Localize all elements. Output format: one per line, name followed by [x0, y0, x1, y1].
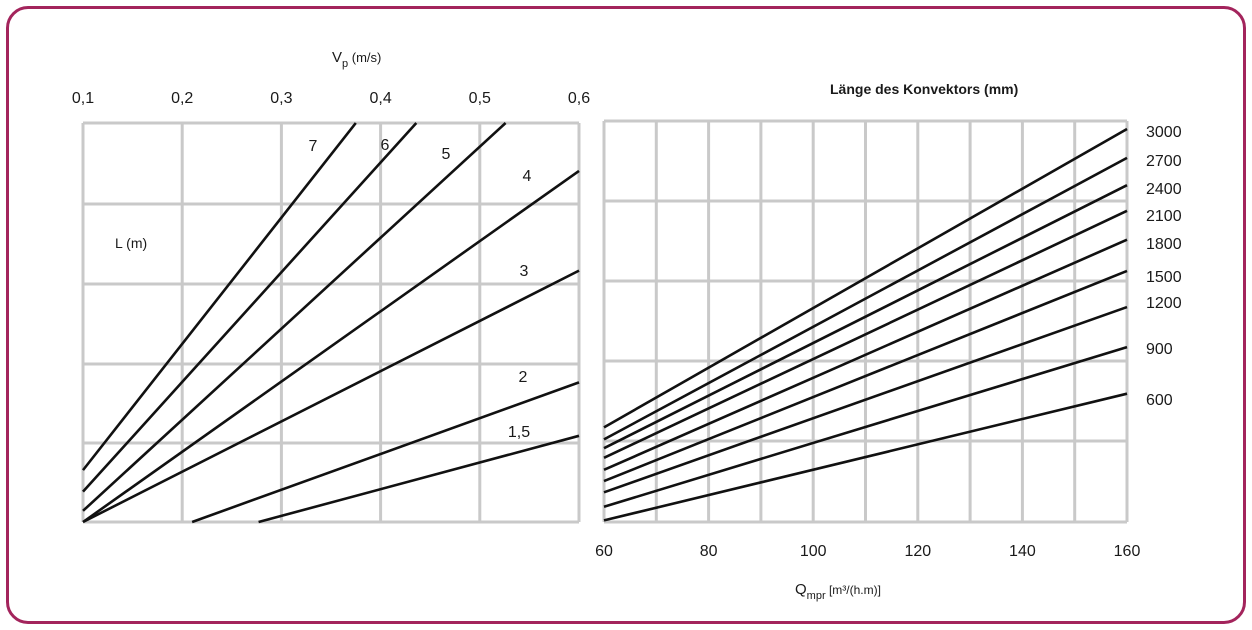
legend-label-3000: 3000 [1146, 124, 1182, 141]
series-line-4 [82, 169, 580, 524]
right-chart: Länge des Konvektors (mm) 60 80 100 120 140 1… [595, 81, 1182, 602]
series-label-5: 5 [442, 146, 451, 163]
right-x-axis-title: Qmpr [m³/(h.m)] [795, 581, 881, 602]
legend-label-900: 900 [1146, 341, 1173, 358]
axis-title-main: V [332, 49, 342, 66]
tick-label: 80 [700, 543, 718, 560]
right-series-lines [603, 127, 1128, 522]
series-line-3000 [603, 127, 1128, 429]
legend-label-1800: 1800 [1146, 236, 1182, 253]
tick-label: 60 [595, 543, 613, 560]
series-line-1800 [603, 238, 1128, 472]
tick-label: 0,5 [469, 90, 491, 107]
axis-title-sub: p [342, 58, 348, 70]
axis-title-unit: [m³/(h.m)] [826, 583, 881, 597]
series-label-1,5: 1,5 [508, 424, 530, 441]
legend-label-2700: 2700 [1146, 153, 1182, 170]
tick-label: 0,2 [171, 90, 193, 107]
series-label-4: 4 [523, 168, 532, 185]
tick-label: 0,4 [369, 90, 391, 107]
series-line-2700 [603, 156, 1128, 441]
right-chart-title: Länge des Konvektors (mm) [830, 81, 1018, 97]
axis-title-unit: (m/s) [348, 50, 381, 65]
series-label-3: 3 [520, 263, 529, 280]
tick-label: 120 [904, 543, 931, 560]
series-line-600 [603, 392, 1128, 522]
series-label-2: 2 [519, 369, 528, 386]
left-side-label: L (m) [115, 235, 147, 251]
series-label-6: 6 [381, 137, 390, 154]
series-line-5 [82, 122, 507, 512]
series-line-2 [191, 381, 580, 524]
legend-label-1500: 1500 [1146, 269, 1182, 286]
legend-label-600: 600 [1146, 392, 1173, 409]
series-label-7: 7 [309, 138, 318, 155]
series-line-1500 [603, 269, 1128, 483]
legend-label-2400: 2400 [1146, 181, 1182, 198]
legend-label-1200: 1200 [1146, 295, 1182, 312]
right-legend-labels: 3000 2700 2400 2100 1800 1500 1200 900 600 [1146, 124, 1182, 409]
tick-label: 100 [800, 543, 827, 560]
right-x-axis-ticks: 60 80 100 120 140 160 [595, 543, 1140, 560]
series-line-3 [82, 269, 580, 524]
series-line-2100 [603, 209, 1128, 460]
series-line-7 [81, 122, 357, 471]
tick-label: 140 [1009, 543, 1036, 560]
series-line-2400 [603, 183, 1128, 450]
left-top-axis-title: Vp (m/s) [332, 49, 381, 70]
tick-label: 160 [1114, 543, 1141, 560]
left-series-lines [81, 122, 580, 524]
legend-label-2100: 2100 [1146, 208, 1182, 225]
left-top-axis-ticks: 0,1 0,2 0,3 0,4 0,5 0,6 [72, 90, 590, 107]
series-line-6 [82, 122, 418, 493]
tick-label: 0,1 [72, 90, 94, 107]
tick-label: 0,3 [270, 90, 292, 107]
left-grid [81, 121, 581, 524]
axis-title-sub: mpr [807, 590, 826, 602]
left-chart: 0,1 0,2 0,3 0,4 0,5 0,6 7 6 5 4 3 2 1,5 Vp (m/s) L … [72, 49, 590, 524]
series-line-1200 [603, 305, 1128, 494]
series-line-900 [603, 345, 1128, 509]
axis-title-main: Q [795, 581, 807, 598]
right-grid [602, 119, 1129, 524]
series-line-1,5 [258, 434, 580, 524]
left-series-labels: 7 6 5 4 3 2 1,5 [309, 137, 532, 441]
tick-label: 0,6 [568, 90, 590, 107]
